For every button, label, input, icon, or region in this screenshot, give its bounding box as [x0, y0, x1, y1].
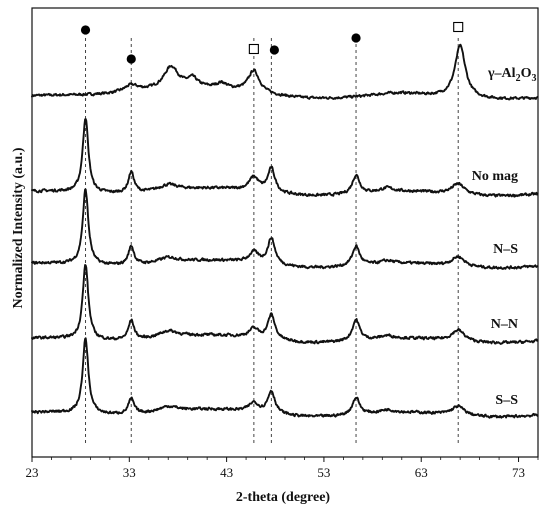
x-tick-label: 53 — [317, 465, 330, 480]
series-label: N–N — [491, 317, 518, 332]
plot-area — [31, 7, 539, 458]
series-line — [31, 337, 539, 419]
y-axis-title: Normalized Intensity (a.u.) — [11, 147, 26, 308]
series-line — [31, 264, 539, 345]
filled-circle-marker — [351, 33, 361, 43]
x-axis: 23 33 43 53 63 73 — [26, 457, 539, 480]
x-tick-label: 23 — [26, 465, 39, 480]
reference-lines — [85, 38, 459, 445]
x-tick-label: 73 — [512, 465, 525, 480]
x-tick-label: 63 — [415, 465, 428, 480]
peak-markers — [80, 21, 464, 64]
series-traces — [31, 43, 539, 419]
series-labels: γ–Al2O3 No mag N–S N–N S–S — [472, 66, 537, 408]
series-line — [31, 188, 539, 270]
x-axis-title: 2-theta (degree) — [236, 490, 331, 505]
open-square-marker — [453, 21, 464, 33]
series-line — [31, 118, 539, 198]
filled-circle-marker — [80, 25, 91, 35]
open-square-marker — [248, 43, 259, 55]
series-label: No mag — [472, 169, 518, 184]
x-tick-label: 43 — [220, 465, 233, 480]
filled-circle-marker — [126, 54, 136, 64]
plot-frame — [31, 7, 539, 458]
filled-circle-marker — [269, 45, 279, 55]
series-label: γ–Al2O3 — [487, 66, 536, 84]
series-line — [31, 43, 539, 101]
x-tick-label: 33 — [123, 465, 136, 480]
series-label: S–S — [495, 393, 518, 408]
series-label: N–S — [493, 242, 518, 257]
